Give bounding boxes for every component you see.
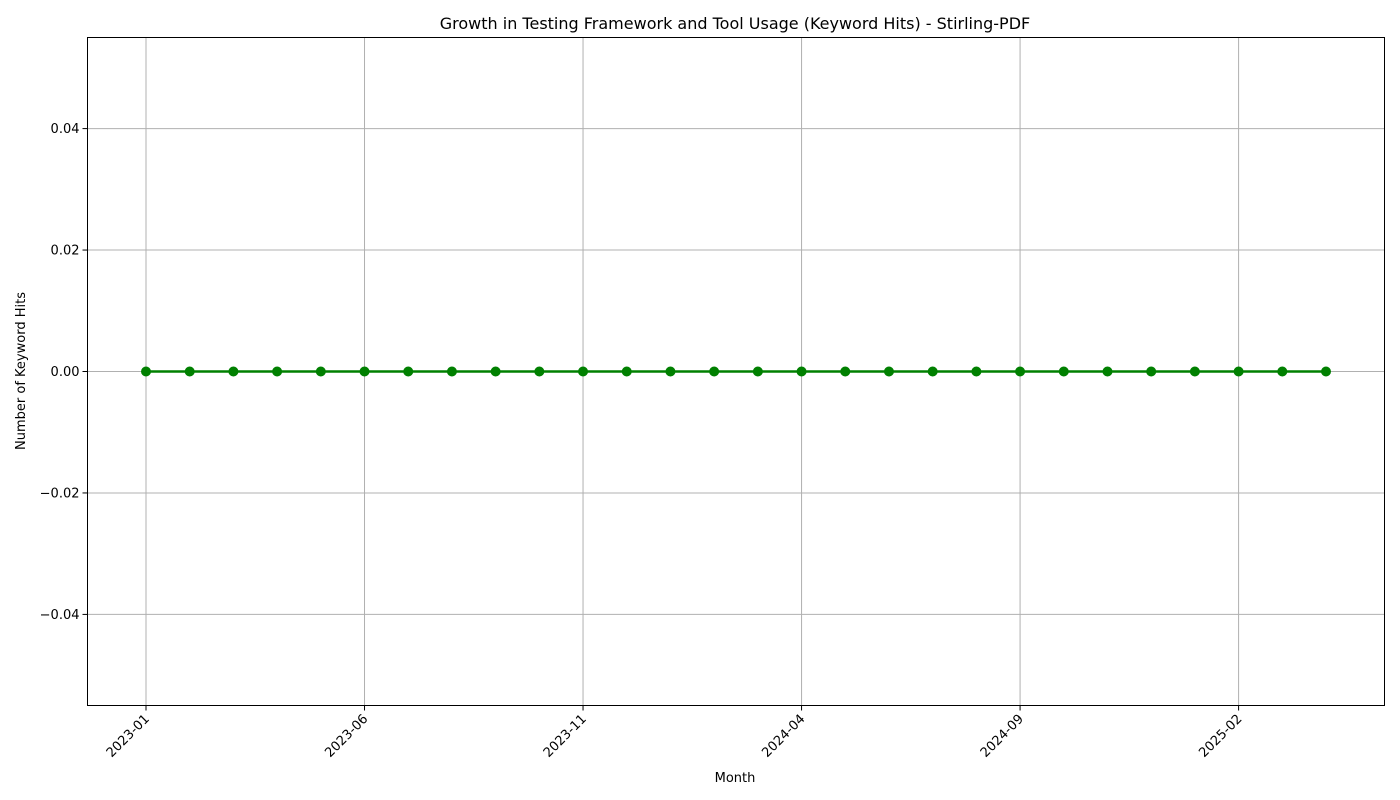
chart-title: Growth in Testing Framework and Tool Usa… (440, 14, 1030, 33)
y-tick-label: 0.00 (51, 365, 80, 380)
data-point (490, 366, 501, 377)
data-point (752, 366, 763, 377)
x-tick-label: 2025-02 (1196, 712, 1245, 761)
data-point (883, 366, 894, 377)
data-point (403, 366, 414, 377)
data-point (665, 366, 676, 377)
y-tick-label: 0.02 (51, 244, 80, 259)
data-point (359, 366, 370, 377)
data-point (228, 366, 239, 377)
x-tick-label: 2023-06 (322, 712, 371, 761)
data-point (796, 366, 807, 377)
x-tick-label: 2023-01 (104, 712, 153, 761)
data-point (578, 366, 589, 377)
data-point (621, 366, 632, 377)
data-point (1189, 366, 1200, 377)
data-point (840, 366, 851, 377)
data-point (927, 366, 938, 377)
x-tick-label: 2023-11 (541, 712, 590, 761)
x-axis: 2023-01 2023-06 2023-11 2024-04 2024-09 2025-… (104, 705, 1245, 761)
data-point (1058, 366, 1069, 377)
data-point (1102, 366, 1113, 377)
data-point (1321, 366, 1331, 377)
data-point (1015, 366, 1026, 377)
y-tick-label: −0.02 (40, 486, 80, 501)
y-tick-label: −0.04 (40, 608, 80, 623)
series-layer (141, 366, 1331, 377)
y-axis: −0.04 −0.02 0.00 0.02 0.04 (40, 122, 88, 623)
y-axis-label: Number of Keyword Hits (14, 292, 29, 450)
data-point (1146, 366, 1157, 377)
data-point (315, 366, 326, 377)
data-point (709, 366, 720, 377)
data-point (272, 366, 283, 377)
x-tick-label: 2024-04 (759, 712, 808, 761)
data-point (534, 366, 545, 377)
data-point (971, 366, 982, 377)
x-tick-label: 2024-09 (978, 712, 1027, 761)
y-tick-label: 0.04 (51, 122, 80, 137)
data-point (1233, 366, 1244, 377)
data-point (1277, 366, 1288, 377)
data-point (141, 366, 151, 377)
data-point (446, 366, 457, 377)
x-axis-label: Month (715, 771, 756, 786)
data-point (184, 366, 195, 377)
